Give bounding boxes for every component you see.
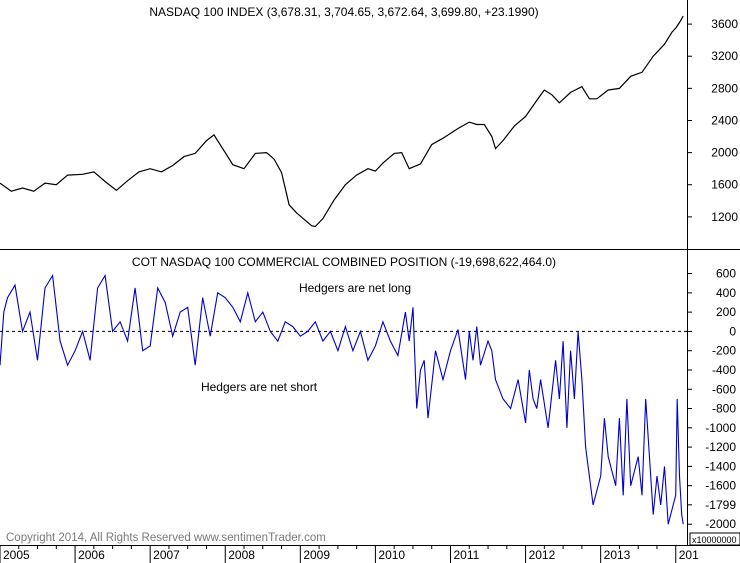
cot-y-tick-label: -1000 — [705, 421, 736, 435]
cot-series-line — [0, 273, 684, 525]
cot-y-tick-label: -600 — [712, 382, 736, 396]
x-tick-label: 201 — [679, 548, 699, 562]
unit-label-box — [689, 532, 740, 546]
price-y-tick-label: 2800 — [711, 81, 738, 95]
x-tick-label: 2010 — [378, 548, 405, 562]
x-tick-label: 2006 — [78, 548, 105, 562]
price-y-tick-label: 3600 — [711, 17, 738, 31]
price-y-tick-label: 2000 — [711, 146, 738, 160]
price-y-axis: 1200 1600 2000 2400 2800 3200 3600 — [687, 17, 738, 224]
x-tick-label: 2012 — [529, 548, 556, 562]
price-y-tick-label: 2400 — [711, 113, 738, 127]
cot-y-axis: 600 400 200 0 -200 -400 -600 -800 -1000 -1200 -140… — [687, 267, 736, 531]
cot-y-tick-label: -1799 — [705, 498, 736, 512]
x-tick-label: 2005 — [3, 548, 30, 562]
cot-y-tick-label: -1400 — [705, 459, 736, 473]
x-tick-label: 2009 — [303, 548, 330, 562]
unit-label: x10000000 — [692, 535, 737, 545]
x-axis: 2005 2006 2007 2008 2009 2010 2011 2012 2013 201 — [0, 545, 699, 563]
cot-y-tick-label: 400 — [716, 286, 736, 300]
cot-y-tick-label: -1200 — [705, 440, 736, 454]
price-series-line — [0, 15, 684, 228]
price-chart-title: NASDAQ 100 INDEX (3,678.31, 3,704.65, 3,… — [149, 5, 538, 19]
cot-chart-title: COT NASDAQ 100 COMMERCIAL COMBINED POSIT… — [132, 255, 556, 269]
cot-y-tick-label: -400 — [712, 363, 736, 377]
cot-y-tick-label: 600 — [716, 267, 736, 281]
price-y-tick-label: 3200 — [711, 49, 738, 63]
x-tick-label: 2008 — [228, 548, 255, 562]
x-tick-label: 2011 — [453, 548, 479, 562]
cot-y-tick-label: -800 — [712, 402, 736, 416]
price-y-tick-label: 1600 — [711, 178, 738, 192]
price-y-tick-label: 1200 — [711, 210, 738, 224]
x-tick-label: 2007 — [153, 548, 180, 562]
cot-y-tick-label: -2000 — [705, 517, 736, 531]
cot-y-tick-label: -200 — [712, 344, 736, 358]
price-panel: NASDAQ 100 INDEX (3,678.31, 3,704.65, 3,… — [0, 5, 738, 228]
x-tick-label: 2013 — [604, 548, 631, 562]
copyright-text: Copyright 2014, All Rights Reserved www.… — [6, 532, 326, 544]
annotation-net-short: Hedgers are net short — [201, 380, 318, 394]
cot-y-tick-label: 200 — [716, 305, 736, 319]
cot-y-tick-label: -1600 — [705, 479, 736, 493]
cot-y-tick-label: 0 — [729, 324, 736, 338]
cot-panel: COT NASDAQ 100 COMMERCIAL COMBINED POSIT… — [0, 255, 740, 546]
annotation-net-long: Hedgers are net long — [299, 281, 411, 295]
